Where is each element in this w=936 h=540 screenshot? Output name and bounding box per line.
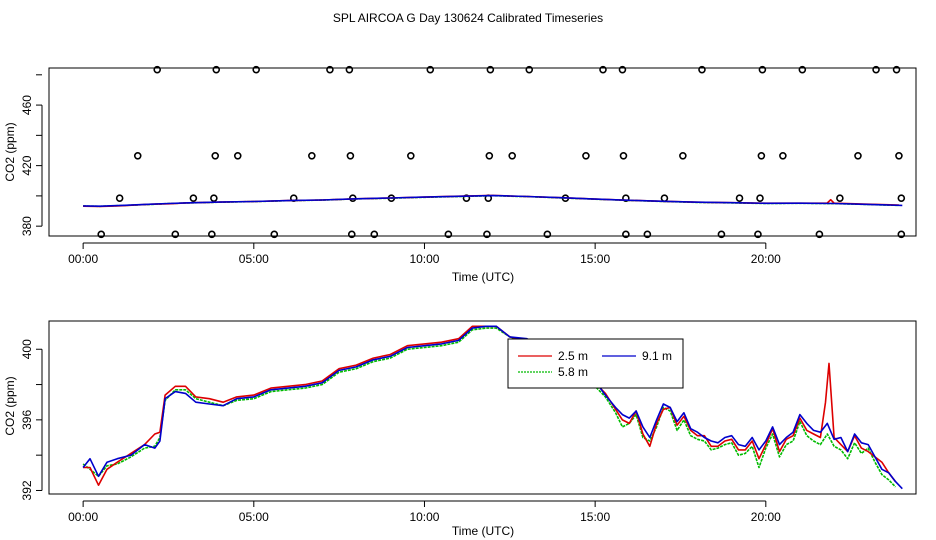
legend-label-2-5m: 2.5 m: [558, 349, 588, 363]
series-line-9-1-m: [82, 325, 903, 490]
flag-point-482: [698, 65, 706, 74]
bottom-y-axis-label: CO2 (ppm): [3, 376, 17, 435]
flag-point-427: [679, 151, 687, 160]
flag-point-482: [892, 65, 901, 74]
flag-point-482: [872, 65, 880, 74]
top-flag-points: [97, 65, 906, 239]
flag-point-392: [622, 194, 630, 202]
y-tick-label: 380: [20, 216, 34, 236]
legend-label-9-1m: 9.1 m: [642, 349, 672, 363]
flag-point-474: [643, 230, 652, 239]
bottom-x-axis: 00:00 05:00 10:00 15:00 20:00: [68, 500, 781, 524]
x-tick-label: 00:00: [68, 510, 98, 524]
flag-point-474: [543, 230, 552, 239]
bottom-panel: 00:00 05:00 10:00 15:00 20:00 392 396 400 Time…: [3, 320, 917, 538]
flag-point-427: [308, 151, 316, 160]
flag-point-482: [525, 65, 534, 74]
bottom-plot-frame: [48, 320, 917, 495]
series-line-2-5-m: [83, 325, 897, 486]
flag-point-392: [836, 194, 844, 202]
flag-point-482: [426, 65, 435, 74]
flag-point-474: [483, 230, 491, 239]
top-x-axis-label: Time (UTC): [452, 270, 514, 284]
flag-point-482: [252, 65, 260, 74]
flag-point-474: [444, 230, 453, 239]
flag-point-474: [208, 230, 216, 239]
flag-point-392: [210, 194, 218, 202]
bottom-y-axis: 392 396 400: [20, 339, 43, 500]
flag-point-482: [618, 65, 627, 74]
flag-point-427: [779, 151, 787, 160]
bottom-series-lines: [82, 325, 903, 490]
flag-point-427: [619, 151, 628, 160]
flag-point-482: [345, 65, 354, 74]
flag-point-482: [153, 65, 162, 74]
flag-point-474: [171, 230, 180, 239]
flag-point-427: [346, 151, 355, 160]
flag-point-474: [754, 230, 762, 239]
flag-point-392: [756, 194, 764, 202]
x-tick-label: 05:00: [239, 510, 269, 524]
x-tick-label: 15:00: [580, 510, 610, 524]
x-tick-label: 00:00: [68, 252, 98, 266]
flag-point-482: [486, 65, 495, 74]
flag-point-392: [660, 194, 669, 202]
flag-point-474: [622, 230, 630, 239]
series-line-5-8-m: [82, 327, 897, 488]
bottom-x-axis-label: Time (UTC): [452, 524, 514, 538]
x-tick-label: 10:00: [409, 510, 439, 524]
legend-box: [507, 338, 684, 389]
flag-point-427: [211, 151, 220, 160]
flag-point-482: [599, 65, 607, 74]
x-tick-label: 20:00: [751, 510, 781, 524]
flag-point-474: [717, 230, 726, 239]
flag-point-392: [735, 194, 744, 202]
flag-point-427: [407, 151, 415, 160]
figure-title: SPL AIRCOA G Day 130624 Calibrated Times…: [333, 11, 603, 25]
flag-point-392: [462, 194, 471, 202]
flag-point-474: [270, 230, 279, 239]
top-x-axis: 00:00 05:00 10:00 15:00 20:00: [68, 242, 781, 266]
y-tick-label: 396: [20, 410, 34, 430]
y-tick-label: 400: [20, 339, 34, 359]
flag-point-474: [897, 230, 906, 239]
top-panel: 00:00 05:00 10:00 15:00 20:00 380 420 460 Time…: [3, 65, 917, 284]
top-y-axis: 380 420 460: [20, 74, 43, 236]
flag-point-427: [133, 151, 142, 160]
series-line-9-1-m: [83, 194, 903, 207]
legend: 2.5 m 5.8 m 9.1 m: [507, 338, 684, 389]
flag-point-482: [798, 65, 807, 74]
y-tick-label: 460: [20, 95, 34, 115]
x-tick-label: 15:00: [580, 252, 610, 266]
x-tick-label: 20:00: [751, 252, 781, 266]
flag-point-427: [233, 151, 242, 160]
top-y-axis-label: CO2 (ppm): [3, 122, 17, 181]
flag-point-427: [508, 151, 516, 160]
flag-point-474: [347, 230, 356, 239]
flag-point-482: [326, 65, 334, 74]
flag-point-392: [115, 194, 124, 202]
flag-point-427: [757, 151, 766, 160]
flag-point-427: [582, 151, 590, 160]
flag-point-482: [212, 65, 221, 74]
flag-point-392: [897, 194, 906, 202]
flag-point-392: [189, 194, 198, 202]
y-tick-label: 392: [20, 480, 34, 500]
flag-point-482: [758, 65, 767, 74]
top-plot-frame: [48, 67, 917, 237]
y-tick-label: 420: [20, 155, 34, 175]
flag-point-427: [485, 151, 494, 160]
x-tick-label: 10:00: [409, 252, 439, 266]
top-series-lines: [83, 194, 903, 208]
flag-point-427: [854, 151, 862, 160]
flag-point-474: [370, 230, 379, 239]
x-tick-label: 05:00: [239, 252, 269, 266]
flag-point-427: [895, 151, 903, 160]
flag-point-474: [97, 230, 106, 239]
legend-label-5-8m: 5.8 m: [558, 365, 588, 379]
flag-point-474: [815, 230, 824, 239]
